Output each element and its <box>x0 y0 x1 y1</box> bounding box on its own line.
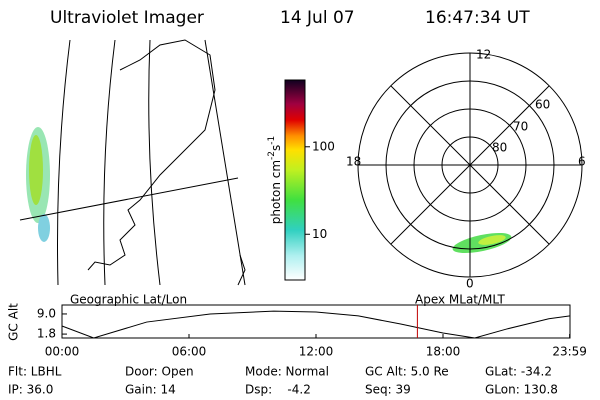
hour-label: 12 <box>476 48 491 62</box>
colorbar-label: photon cm-2s-1 <box>267 136 283 225</box>
status-field: GLon: 130.8 <box>485 383 558 397</box>
status-field: IP: 36.0 <box>8 383 53 397</box>
instrument: Ultraviolet Imager <box>50 8 204 28</box>
lat-label: 70 <box>513 120 528 134</box>
status-field: Door: Open <box>125 365 194 379</box>
unit-exp: -1 <box>267 136 277 145</box>
status-field: Dsp: -4.2 <box>245 383 311 397</box>
altitude-line <box>61 310 571 339</box>
unit: photon cm <box>269 160 283 224</box>
colorbar-tick-label: 100 <box>312 139 335 153</box>
status-field: Mode: Normal <box>245 365 329 379</box>
orbit-title: Geographic Lat/Lon <box>70 293 187 307</box>
date: 14 Jul 07 <box>280 8 355 28</box>
status-field: GC Alt: 5.0 Re <box>365 365 449 379</box>
status-field: Gain: 14 <box>125 383 176 397</box>
x-tick-label: 12:00 <box>299 345 334 359</box>
colorbar <box>284 79 306 281</box>
unit-exp: -2 <box>267 151 277 160</box>
x-tick-label: 23:59 <box>552 345 587 359</box>
hour-label: 0 <box>466 277 474 291</box>
status-field: GLat: -34.2 <box>485 365 552 379</box>
x-tick-label: 18:00 <box>426 345 461 359</box>
x-tick-label: 06:00 <box>172 345 207 359</box>
polar-plot <box>357 52 583 278</box>
lat-label: 80 <box>492 141 507 155</box>
map <box>19 39 246 286</box>
x-tick-label: 00:00 <box>45 345 80 359</box>
orbit-title: Apex MLat/MLT <box>415 293 505 307</box>
hour-label: 6 <box>578 155 586 169</box>
status-field: Seq: 39 <box>365 383 411 397</box>
y-axis-label: GC Alt <box>7 303 21 341</box>
y-tick-label: 1.8 <box>37 327 56 341</box>
lat-label: 60 <box>535 98 550 112</box>
hour-label: 18 <box>346 155 361 169</box>
colorbar-tick-label: 10 <box>312 227 327 241</box>
y-tick-label: 9.0 <box>37 306 56 320</box>
time: 16:47:34 UT <box>425 8 530 28</box>
unit: s <box>269 145 283 151</box>
status-field: Flt: LBHL <box>8 365 62 379</box>
